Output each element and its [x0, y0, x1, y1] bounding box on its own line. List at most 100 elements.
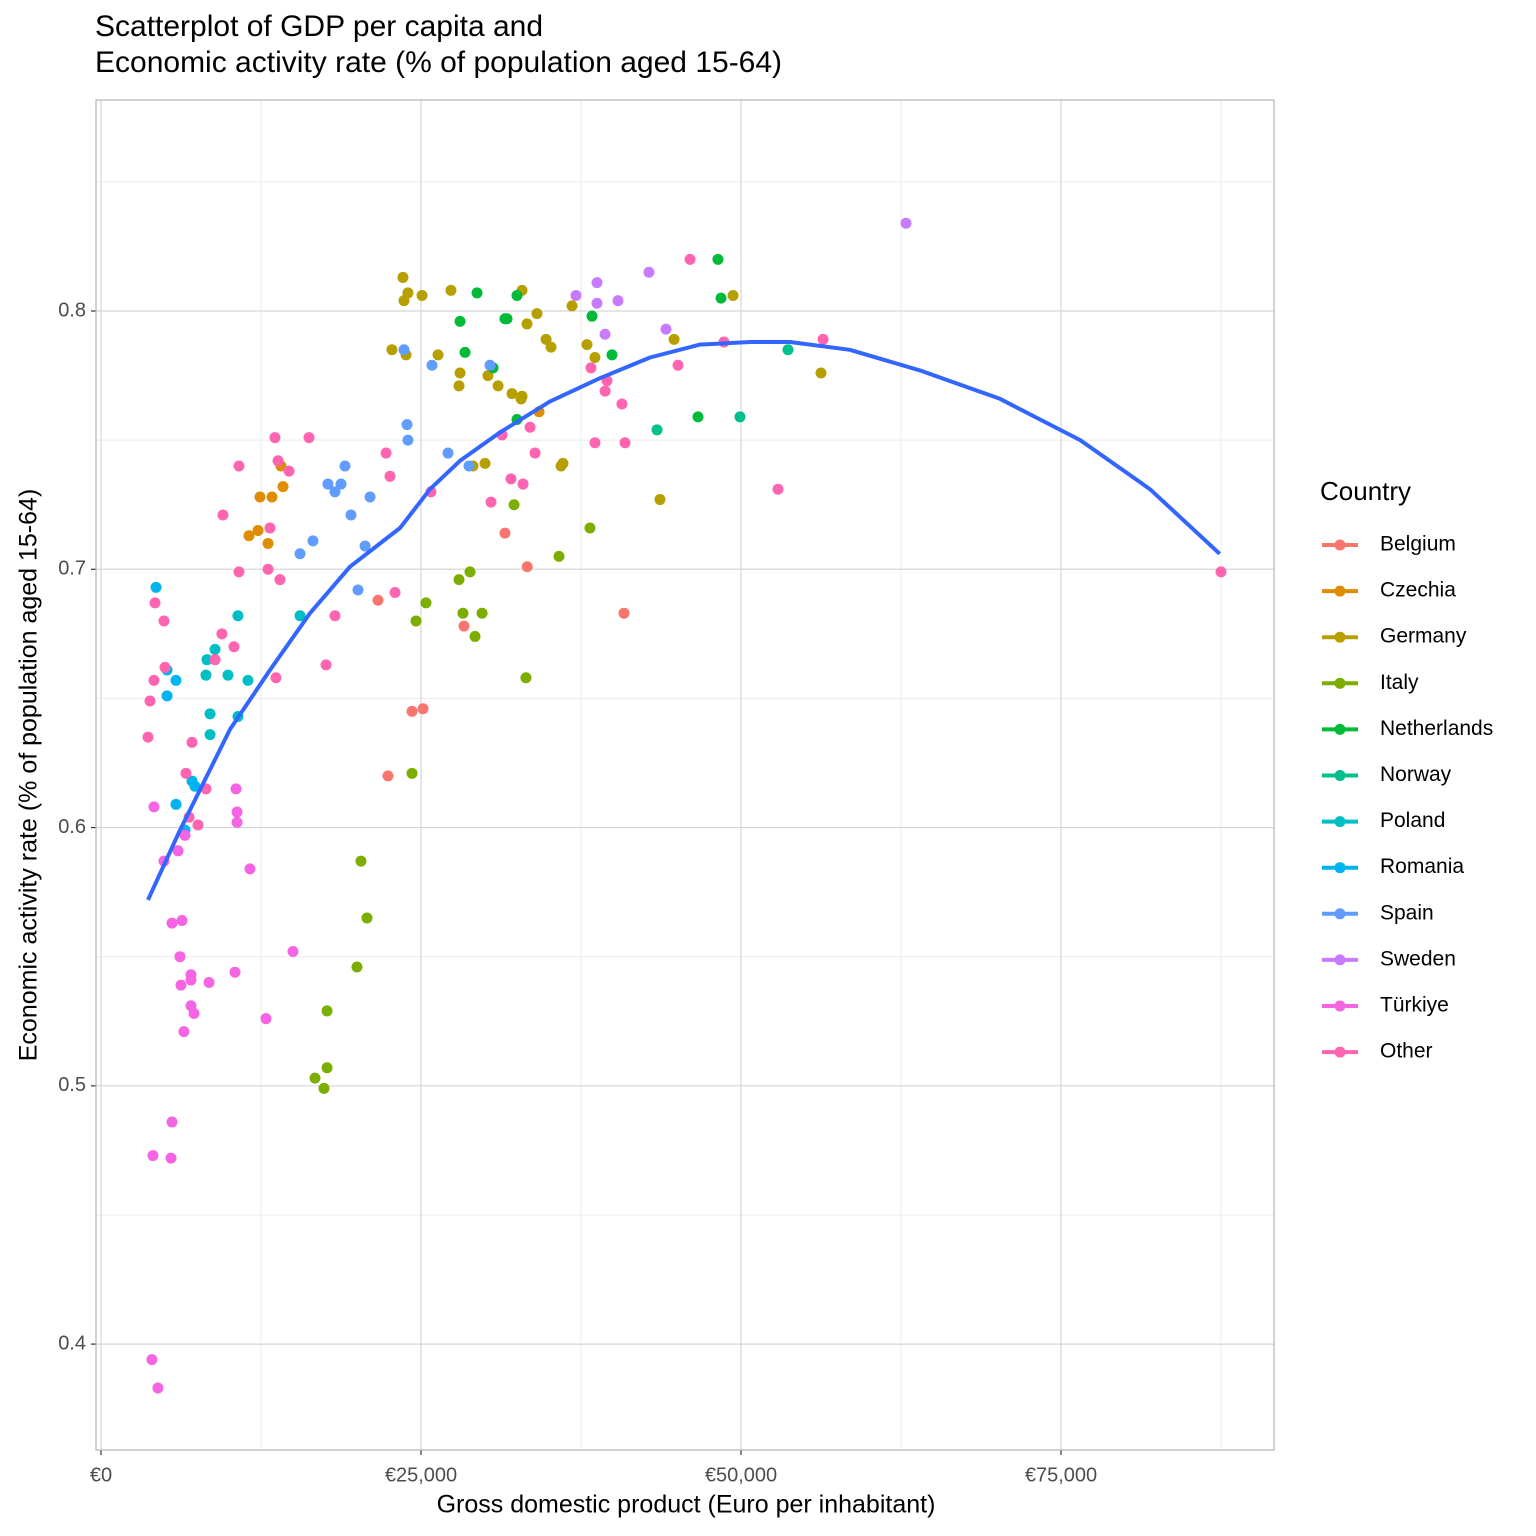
point — [501, 313, 513, 325]
y-tick-label: 0.5 — [58, 1074, 86, 1096]
point — [529, 447, 541, 459]
point — [352, 584, 364, 596]
point — [606, 349, 618, 361]
x-tick-label: €50,000 — [705, 1464, 777, 1486]
x-tick-label: €75,000 — [1025, 1464, 1097, 1486]
legend-label: Sweden — [1380, 947, 1456, 970]
point — [459, 346, 471, 358]
legend-label: Norway — [1380, 763, 1452, 786]
point — [294, 548, 306, 560]
point — [294, 610, 306, 622]
x-tick-label: €0 — [90, 1464, 112, 1486]
point — [201, 654, 213, 666]
point — [359, 540, 371, 552]
legend-title: Country — [1320, 476, 1411, 506]
point — [192, 819, 204, 831]
smooth-line — [146, 340, 1222, 901]
point — [471, 287, 483, 299]
point — [204, 708, 216, 720]
point — [229, 966, 241, 978]
point — [520, 672, 532, 684]
point — [147, 1150, 159, 1162]
point — [242, 674, 254, 686]
point — [329, 486, 341, 498]
point — [417, 703, 429, 715]
point — [170, 798, 182, 810]
chart-title: Economic activity rate (% of population … — [95, 46, 782, 79]
point — [508, 499, 520, 511]
legend-label: Romania — [1380, 855, 1464, 878]
point — [684, 253, 696, 265]
point — [161, 690, 173, 702]
point — [321, 1005, 333, 1017]
point — [521, 318, 533, 330]
point — [505, 473, 517, 485]
point — [233, 566, 245, 578]
point — [203, 977, 215, 989]
point — [727, 290, 739, 302]
legend-key-point — [1334, 862, 1346, 874]
point — [484, 359, 496, 371]
point — [260, 1013, 272, 1025]
point — [200, 669, 212, 681]
point — [252, 525, 264, 537]
point — [453, 380, 465, 392]
point — [204, 729, 216, 741]
point — [618, 607, 630, 619]
point — [668, 333, 680, 345]
point — [189, 780, 201, 792]
point — [364, 491, 376, 503]
point — [321, 1062, 333, 1074]
legend-label: Other — [1380, 1040, 1433, 1063]
point — [209, 654, 221, 666]
point — [166, 1116, 178, 1128]
legend-label: Spain — [1380, 901, 1434, 924]
point — [589, 437, 601, 449]
point — [389, 587, 401, 599]
point — [499, 527, 511, 539]
point — [222, 669, 234, 681]
point — [599, 385, 611, 397]
point — [651, 424, 663, 436]
point — [209, 643, 221, 655]
point — [517, 478, 529, 490]
y-tick-label: 0.4 — [58, 1332, 86, 1354]
grid — [96, 100, 1274, 1450]
point — [345, 509, 357, 521]
point — [817, 333, 829, 345]
point — [355, 855, 367, 867]
point — [309, 1072, 321, 1084]
legend-key-point — [1334, 816, 1346, 828]
point — [442, 447, 454, 459]
point — [453, 574, 465, 586]
legend-label: Germany — [1380, 625, 1467, 648]
point — [217, 509, 229, 521]
point — [406, 705, 418, 717]
point — [454, 367, 466, 379]
point — [772, 483, 784, 495]
point — [165, 1152, 177, 1164]
point — [303, 432, 315, 444]
point — [318, 1082, 330, 1094]
legend-label: Poland — [1380, 809, 1445, 832]
point — [180, 767, 192, 779]
legend-label: Italy — [1380, 671, 1419, 694]
point — [643, 266, 655, 278]
legend-key-point — [1334, 954, 1346, 966]
point — [515, 393, 527, 405]
point — [329, 610, 341, 622]
y-tick-label: 0.8 — [58, 299, 86, 321]
point — [654, 494, 666, 506]
point — [900, 217, 912, 229]
point — [152, 1382, 164, 1394]
legend-key-point — [1334, 723, 1346, 735]
point — [216, 628, 228, 640]
point — [420, 597, 432, 609]
point — [506, 388, 518, 400]
point — [264, 522, 276, 534]
point — [186, 736, 198, 748]
point — [277, 481, 289, 493]
legend-label: Netherlands — [1380, 717, 1493, 740]
point — [149, 597, 161, 609]
point — [815, 367, 827, 379]
